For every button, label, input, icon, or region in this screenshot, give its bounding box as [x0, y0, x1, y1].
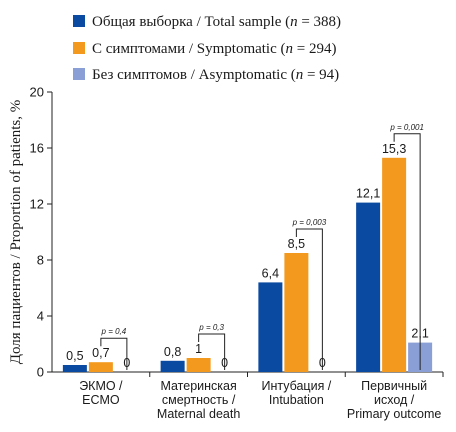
p-value-label: p = 0,4: [101, 327, 127, 336]
legend-swatch: [73, 15, 85, 27]
data-label: 0,7: [92, 346, 109, 360]
category-label: Primary outcome: [347, 407, 442, 421]
y-tick-label: 0: [37, 365, 44, 380]
p-value-label: p = 0,3: [198, 323, 224, 332]
bar: [88, 362, 113, 372]
y-axis-label: Доля пациентов / Proportion of patients,…: [8, 100, 24, 365]
bar: [258, 282, 283, 372]
p-value-label: p = 0,001: [389, 123, 424, 132]
legend-swatch: [73, 42, 85, 54]
legend-label: С симптомами / Symptomatic (n = 294): [92, 41, 336, 57]
bar: [356, 202, 381, 372]
bar: [284, 253, 309, 372]
bar: [62, 365, 87, 372]
data-label: 12,1: [356, 187, 380, 201]
category-label: исход /: [374, 393, 415, 407]
category-label: ЭКМО /: [79, 379, 123, 393]
bar: [160, 360, 185, 372]
data-label: 15,3: [382, 142, 406, 156]
category-label: Материнская: [160, 379, 236, 393]
legend-swatch: [73, 68, 85, 80]
significance-bracket: [393, 133, 421, 370]
data-label: 1: [195, 342, 202, 356]
y-tick-label: 4: [37, 309, 44, 324]
bar: [382, 157, 407, 372]
y-tick-label: 20: [30, 85, 44, 100]
legend-label: Общая выборка / Total sample (n = 388): [92, 14, 341, 30]
significance-bracket: [198, 333, 226, 370]
category-label: Интубация /: [261, 379, 331, 393]
category-label: Intubation: [269, 393, 324, 407]
significance-bracket: [100, 337, 128, 370]
y-tick-label: 16: [30, 141, 44, 156]
category-label: Первичный: [361, 379, 427, 393]
category-label: Maternal death: [157, 407, 240, 421]
p-value-label: p = 0,003: [292, 218, 327, 227]
data-label: 6,4: [262, 266, 279, 280]
y-tick-label: 8: [37, 253, 44, 268]
data-label: 0,5: [66, 349, 83, 363]
data-label: 8,5: [288, 237, 305, 251]
category-label: ECMO: [82, 393, 120, 407]
legend-label: Без симптомов / Asymptomatic (n = 94): [92, 67, 339, 83]
category-label: смертность /: [162, 393, 236, 407]
bar: [186, 358, 211, 372]
y-tick-label: 12: [30, 197, 44, 212]
significance-bracket: [295, 228, 323, 370]
data-label: 0,8: [164, 345, 181, 359]
